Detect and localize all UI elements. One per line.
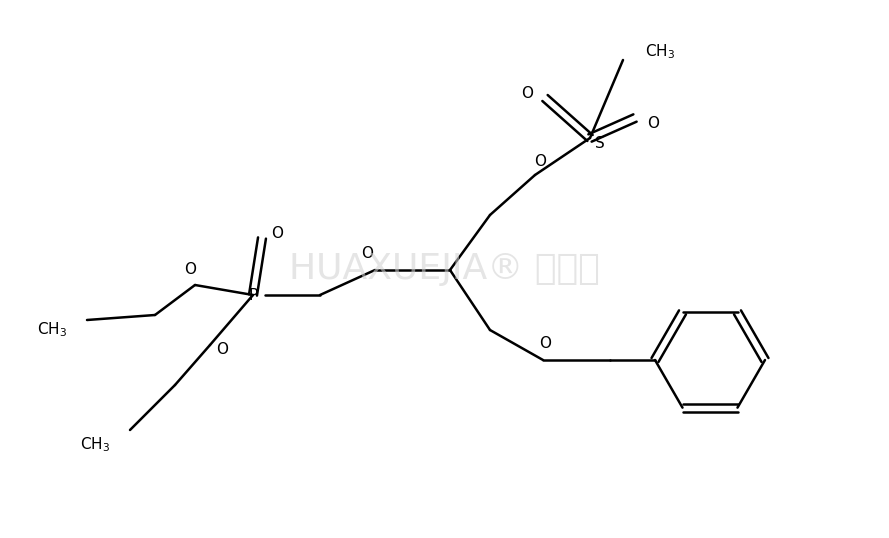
Text: O: O — [521, 86, 533, 101]
Text: HUAXUEJIA® 化学加: HUAXUEJIA® 化学加 — [289, 252, 600, 286]
Text: CH$_3$: CH$_3$ — [645, 43, 675, 61]
Text: O: O — [216, 343, 228, 357]
Text: O: O — [539, 336, 551, 351]
Text: P: P — [248, 287, 258, 302]
Text: O: O — [534, 153, 546, 168]
Text: O: O — [184, 261, 196, 277]
Text: S: S — [595, 136, 605, 151]
Text: O: O — [647, 116, 659, 131]
Text: CH$_3$: CH$_3$ — [36, 321, 67, 339]
Text: O: O — [361, 246, 373, 261]
Text: CH$_3$: CH$_3$ — [80, 436, 110, 455]
Text: O: O — [271, 225, 283, 240]
